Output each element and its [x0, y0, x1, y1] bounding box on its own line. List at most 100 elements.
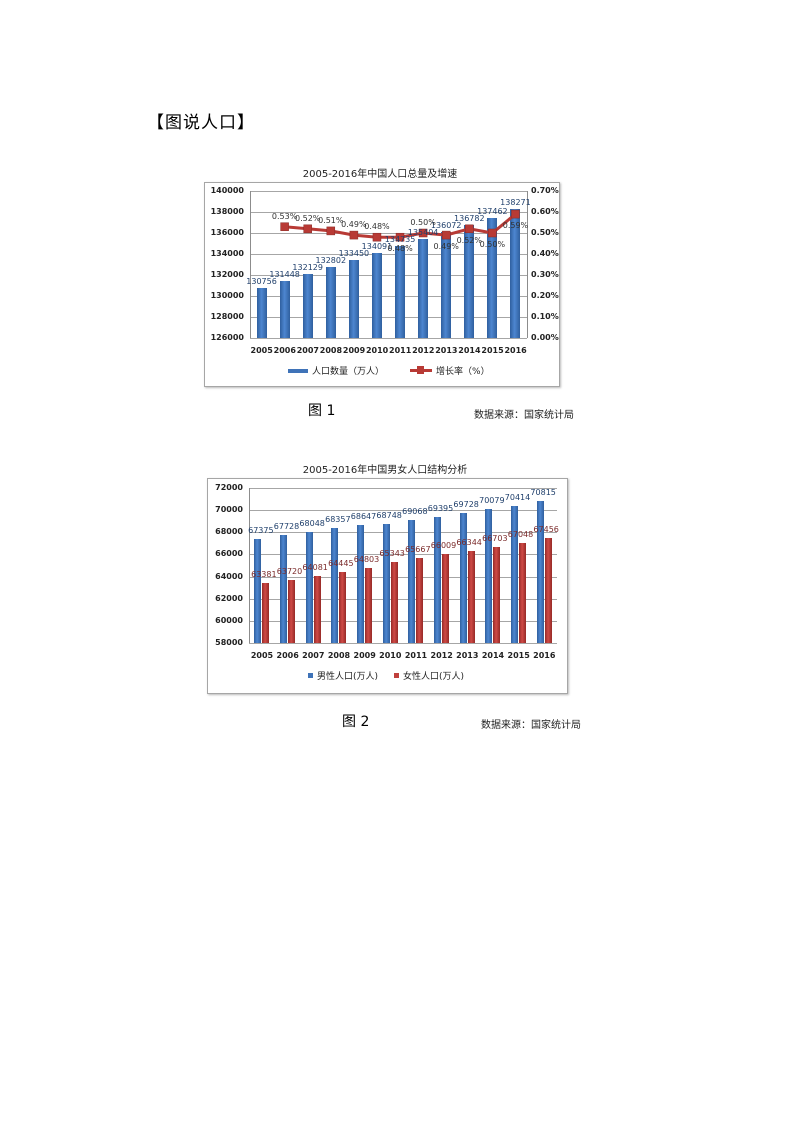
male-data-label: 69728 [453, 500, 479, 510]
y-right-tick: 0.00% [531, 333, 559, 342]
bar-data-label: 132129 [292, 262, 323, 272]
legend-line-swatch-icon [410, 366, 433, 374]
female-data-label: 66344 [456, 537, 482, 547]
y-axis-line [249, 488, 250, 643]
female-bar [390, 561, 398, 643]
male-bar [536, 501, 544, 643]
male-data-label: 69395 [427, 503, 454, 513]
x-tick: 2014 [481, 651, 505, 660]
female-data-label: 66009 [430, 541, 457, 551]
figure-1-caption: 图 1 [308, 403, 336, 419]
male-bar [357, 525, 364, 643]
male-data-label: 70414 [504, 492, 531, 502]
growth-data-label: 0.51% [318, 215, 344, 225]
x-tick: 2012 [412, 346, 435, 355]
bar-data-label: 134735 [384, 235, 416, 245]
y-left-tick: 136000 [210, 228, 244, 237]
female-bar [519, 542, 526, 643]
x-tick: 2009 [342, 346, 366, 355]
legend-bar-label: 人口数量（万人） [312, 367, 385, 377]
female-bar [467, 550, 475, 643]
male-bar [408, 520, 416, 643]
female-bar [339, 571, 347, 643]
y-tick: 66000 [215, 549, 243, 559]
bar-data-label: 135404 [407, 228, 439, 238]
male-bar [434, 516, 441, 643]
chart-1-title: 2005-2016年中国人口总量及增速 [302, 169, 458, 180]
bar-data-label: 136782 [454, 213, 485, 223]
growth-marker [280, 222, 289, 231]
growth-marker [395, 232, 405, 242]
growth-marker [511, 209, 520, 219]
bar-data-label: 138271 [500, 198, 531, 208]
legend-male-swatch-icon [308, 673, 313, 678]
y-left-tick: 126000 [210, 333, 244, 342]
y-tick: 62000 [215, 593, 243, 603]
growth-data-label: 0.53% [271, 211, 298, 221]
growth-data-label: 0.49% [341, 220, 367, 230]
female-data-label: 64803 [353, 554, 380, 564]
male-bar [280, 535, 287, 643]
growth-marker [418, 228, 428, 238]
population-bar [325, 266, 336, 338]
y-left-tick: 128000 [210, 312, 244, 321]
gridline [249, 554, 557, 556]
growth-data-label: 0.48% [364, 222, 390, 232]
male-bar [331, 528, 339, 643]
growth-data-label: 0.52% [294, 213, 321, 223]
male-data-label: 70079 [479, 496, 505, 506]
x-tick: 2008 [327, 651, 351, 660]
gridline [250, 275, 527, 276]
figure-2-caption: 图 2 [342, 714, 370, 730]
male-data-label: 70815 [530, 488, 556, 498]
x-tick: 2011 [404, 651, 428, 660]
growth-data-label: 0.59% [502, 221, 529, 231]
female-bar [442, 554, 449, 643]
gridline [249, 488, 557, 489]
growth-marker [441, 230, 451, 240]
y-tick: 70000 [215, 505, 243, 515]
bar-data-label: 133450 [338, 248, 370, 258]
population-bar [256, 288, 267, 338]
y-right-tick: 0.70% [531, 186, 559, 195]
growth-data-label: 0.49% [433, 242, 459, 252]
y-right-tick: 0.50% [531, 228, 559, 237]
x-tick: 2015 [481, 346, 504, 355]
male-data-label: 69068 [402, 507, 428, 517]
growth-marker [488, 228, 497, 238]
male-bar [511, 505, 518, 643]
female-data-label: 63720 [276, 566, 303, 576]
chart-2-title: 2005-2016年中国男女人口结构分析 [302, 465, 468, 476]
male-data-label: 68048 [299, 518, 325, 528]
legend-female-swatch-icon [394, 673, 400, 678]
population-bar [395, 246, 406, 338]
y-tick: 72000 [215, 483, 243, 492]
y-left-tick: 138000 [210, 207, 244, 216]
female-data-label: 64081 [302, 562, 328, 572]
gridline [250, 191, 527, 192]
x-tick: 2006 [276, 651, 299, 660]
male-bar [254, 539, 262, 643]
chart-1-legend: 人口数量（万人） 增长率（%） [288, 364, 490, 377]
gridline [249, 598, 557, 600]
y-left-tick: 132000 [210, 270, 244, 279]
y-tick: 68000 [215, 527, 243, 537]
chart-1-frame [204, 182, 560, 387]
population-bar [510, 209, 521, 338]
x-tick: 2010 [379, 651, 402, 660]
population-bar [302, 273, 313, 338]
x-tick: 2005 [250, 346, 273, 355]
female-data-label: 65667 [405, 545, 431, 555]
population-bar [418, 239, 429, 338]
population-bar [487, 217, 498, 338]
female-data-label: 66703 [482, 533, 508, 543]
female-data-label: 67048 [507, 529, 534, 539]
female-bar [365, 567, 372, 643]
x-tick: 2016 [533, 651, 556, 660]
gridline [249, 643, 557, 644]
gridline [249, 510, 557, 512]
female-bar [493, 546, 501, 643]
gridline [250, 296, 527, 297]
female-bar [544, 538, 552, 643]
